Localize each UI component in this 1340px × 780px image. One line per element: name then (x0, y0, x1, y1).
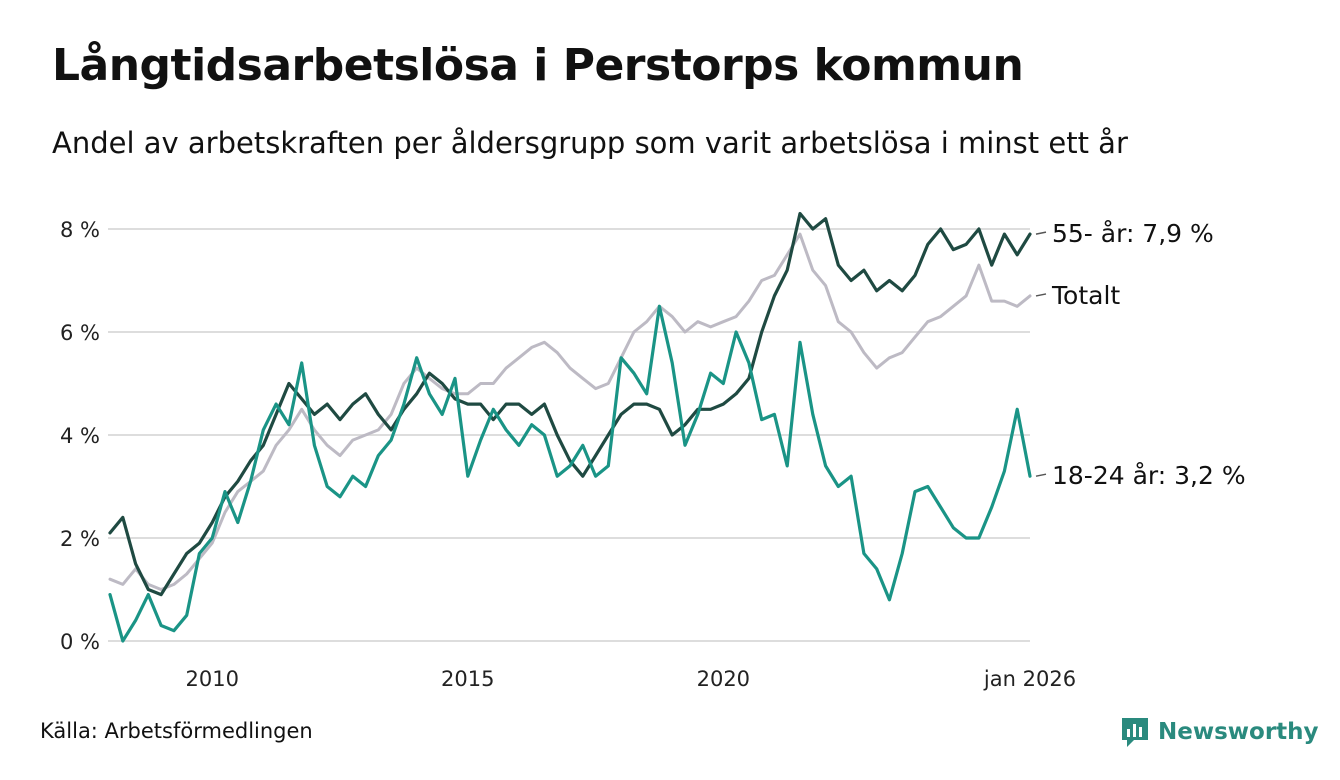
x-tick-labels: 2010 2015 2020 jan 2026 (185, 667, 1076, 691)
brand-logo[interactable]: Newsworthy (1120, 714, 1319, 750)
y-tick-labels: 0 % 2 % 4 % 6 % 8 % (60, 218, 100, 654)
end-label: 55- år: 7,9 % (1052, 219, 1214, 248)
y-tick-label: 8 % (60, 218, 100, 242)
end-label: 18-24 år: 3,2 % (1052, 461, 1246, 490)
series-line-18-24-r (108, 304, 1032, 643)
y-tick-label: 6 % (60, 321, 100, 345)
y-tick-label: 2 % (60, 527, 100, 551)
y-tick-label: 0 % (60, 630, 100, 654)
end-label: Totalt (1051, 281, 1120, 310)
newsworthy-logo-icon (1122, 718, 1148, 747)
brand-name: Newsworthy (1158, 719, 1319, 745)
series-line-55-r (108, 211, 1032, 597)
end-label-leader (1035, 293, 1047, 297)
x-tick-label: 2015 (441, 667, 494, 691)
source-note: Källa: Arbetsförmedlingen (40, 719, 313, 743)
y-tick-label: 4 % (60, 424, 100, 448)
series-line-totalt (108, 232, 1032, 591)
series-lines (108, 211, 1032, 643)
end-label-leader (1035, 231, 1047, 235)
x-tick-label: 2020 (697, 667, 750, 691)
x-tick-label: 2010 (185, 667, 238, 691)
x-tick-label: jan 2026 (983, 667, 1076, 691)
grid-lines (108, 228, 1030, 642)
end-labels: Totalt 55- år: 7,9 % 18-24 år: 3,2 % (1035, 219, 1246, 490)
chart-subtitle: Andel av arbetskraften per åldersgrupp s… (52, 126, 1128, 160)
chart-title: Långtidsarbetslösa i Perstorps kommun (52, 40, 1024, 91)
end-label-leader (1035, 473, 1047, 477)
